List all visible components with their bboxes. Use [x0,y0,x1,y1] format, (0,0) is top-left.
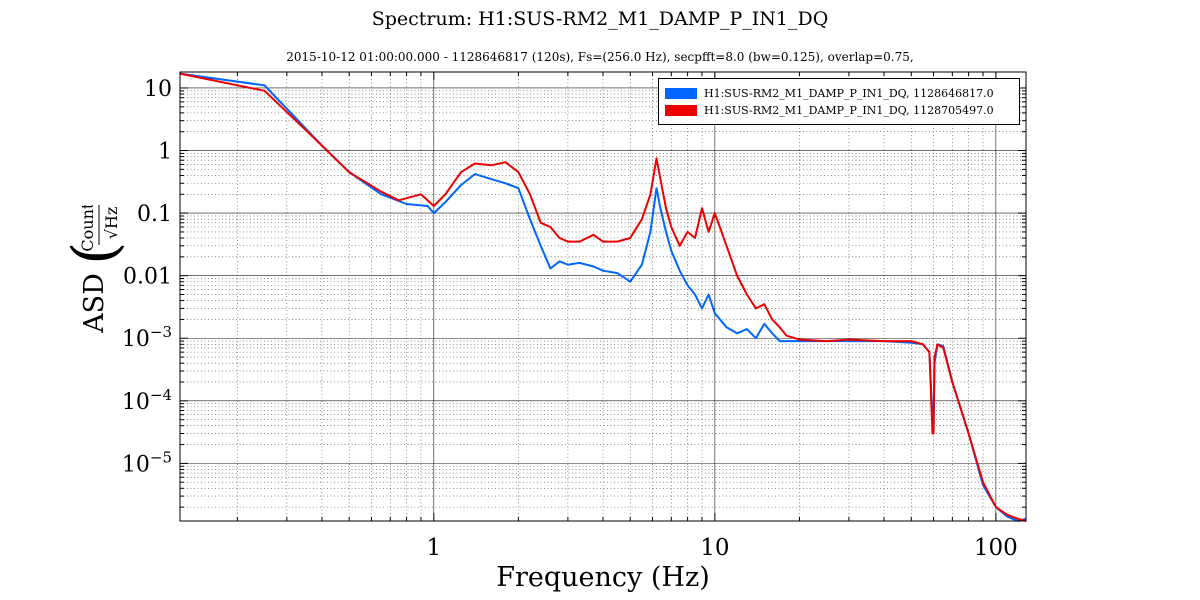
legend-label-2: H1:SUS-RM2_M1_DAMP_P_IN1_DQ, 1128705497.… [704,103,994,117]
y-axis-label: ASD ( Counts √Hz ) [60,205,130,334]
legend-entry-2: H1:SUS-RM2_M1_DAMP_P_IN1_DQ, 1128705497.… [665,103,994,117]
y-tick-label: 1 [158,140,172,165]
y-tick-label: 10−3 [122,323,172,352]
chart-title: Spectrum: H1:SUS-RM2_M1_DAMP_P_IN1_DQ [371,8,829,30]
legend-label-1: H1:SUS-RM2_M1_DAMP_P_IN1_DQ, 1128646817.… [704,86,994,100]
x-tick-label: 100 [974,535,1018,561]
y-tick-label: 10−4 [122,386,172,415]
y-label-paren-open: ( [60,242,130,265]
y-tick-label: 0.01 [123,265,172,290]
y-tick-label: 10 [144,77,172,102]
tick-layer: 1 10 100 10 1 0.1 0.01 10−3 10−4 10−5 [122,72,1026,561]
y-label-numerator: Counts [78,205,97,252]
legend-swatch-red [665,104,697,116]
legend: H1:SUS-RM2_M1_DAMP_P_IN1_DQ, 1128646817.… [658,78,1020,125]
series-layer [179,72,1027,522]
legend-swatch-blue [665,87,697,99]
y-label-prefix: ASD [79,273,110,334]
y-label-denominator: √Hz [102,207,121,240]
x-axis-label: Frequency (Hz) [496,562,710,593]
grid [180,72,1026,521]
x-tick-label: 1 [426,535,441,561]
legend-entry-1: H1:SUS-RM2_M1_DAMP_P_IN1_DQ, 1128646817.… [665,86,994,100]
y-tick-label: 10−5 [122,448,172,477]
y-tick-label: 0.1 [137,202,172,227]
x-tick-label: 10 [700,535,729,561]
chart-subtitle: 2015-10-12 01:00:00.000 - 1128646817 (12… [286,50,914,64]
series-line-red [179,72,1027,522]
